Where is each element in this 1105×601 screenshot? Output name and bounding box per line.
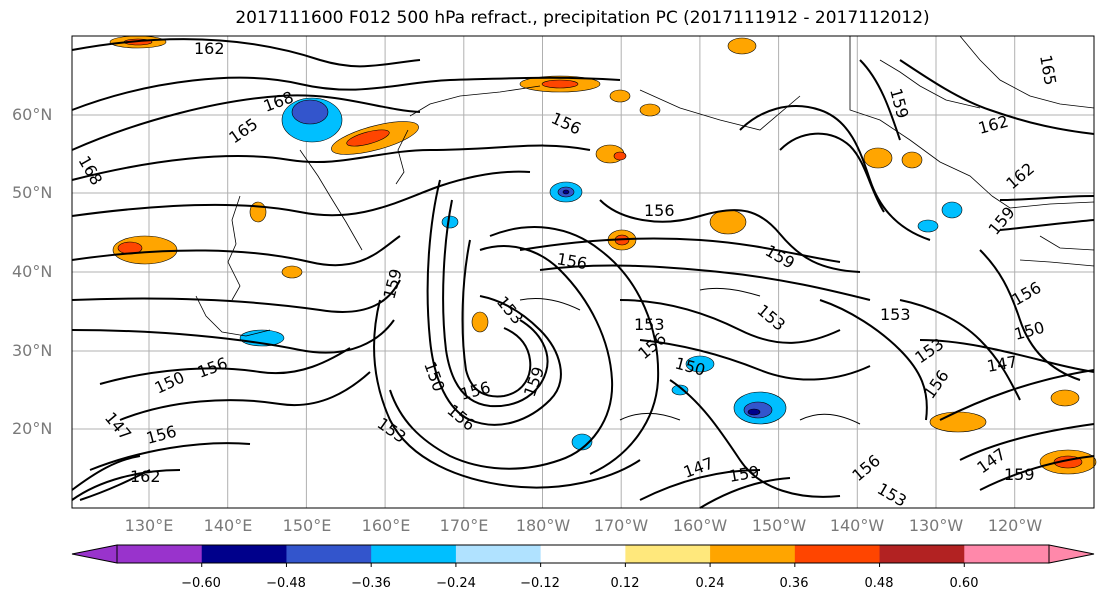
lon-label: 130°W (909, 516, 964, 535)
shade-patch (562, 189, 761, 416)
contour-label: 153 (634, 315, 665, 334)
colorbar-segment (455, 545, 542, 563)
colorbar-segment (117, 545, 203, 563)
colorbar-segment (371, 545, 457, 563)
detail-contours (519, 287, 861, 425)
lat-label: 20°N (12, 419, 52, 438)
lon-label: 170°W (594, 516, 649, 535)
lon-label: 150°W (752, 516, 807, 535)
colorbar-extend-right (1048, 544, 1095, 564)
lat-label: 30°N (12, 341, 52, 360)
contour-label: 156 (644, 201, 675, 220)
latitude-labels: 60°N 50°N 40°N 30°N 20°N (12, 105, 52, 438)
coastlines (195, 35, 1095, 337)
colorbar-segment (879, 545, 965, 563)
lon-label: 160°E (362, 516, 411, 535)
colorbar-ticks: −0.60 −0.48 −0.36 −0.24 −0.12 0.12 0.24 … (181, 576, 978, 591)
map-title: 2017111600 F012 500 hPa refract., precip… (235, 8, 930, 28)
colorbar-frame (116, 544, 1050, 564)
colorbar-tick-label: −0.12 (520, 576, 560, 591)
refractivity-contours (71, 38, 1095, 509)
colorbar-segment (201, 545, 287, 563)
colorbar-tick-label: 0.48 (865, 576, 894, 591)
lon-label: 140°E (204, 516, 253, 535)
colorbar-tick-label: 0.60 (950, 576, 979, 591)
contour-label: 159 (1004, 465, 1035, 484)
plot-frame (71, 35, 1095, 509)
contour-label: 162 (194, 39, 225, 58)
lon-label: 150°E (283, 516, 332, 535)
colorbar-tick-label: 0.36 (780, 576, 809, 591)
lon-label: 130°E (125, 516, 174, 535)
lat-label: 60°N (12, 105, 52, 124)
contour-label: 153 (880, 305, 911, 324)
colorbar-extend-left (71, 544, 118, 564)
lon-label: 170°E (440, 516, 489, 535)
lat-label: 50°N (12, 183, 52, 202)
colorbar-tick-label: 0.24 (696, 576, 725, 591)
graticule (72, 36, 1094, 508)
colorbar-segment (286, 545, 372, 563)
colorbar-segment (625, 545, 711, 563)
colorbar-tick-label: 0.12 (611, 576, 640, 591)
precipitation-shading (109, 35, 1097, 475)
colorbar-segments (71, 544, 1095, 567)
colorbar-segment (964, 545, 1050, 563)
colorbar-tick-label: −0.60 (181, 576, 221, 591)
colorbar-tick-label: −0.24 (436, 576, 476, 591)
lon-label: 140°W (830, 516, 885, 535)
colorbar-segment (710, 545, 796, 563)
colorbar-tick-label: −0.36 (351, 576, 391, 591)
colorbar-tick-label: −0.48 (266, 576, 306, 591)
colorbar: −0.60 −0.48 −0.36 −0.24 −0.12 0.12 0.24 … (71, 544, 1095, 591)
colorbar-segment (540, 545, 626, 563)
colorbar-segment (794, 545, 881, 563)
lon-label: 160°W (673, 516, 728, 535)
contour-label: 162 (130, 467, 161, 486)
longitude-labels: 130°E 140°E 150°E 160°E 170°E 180°W 170°… (125, 516, 1043, 535)
lon-label: 120°W (988, 516, 1043, 535)
lon-label: 180°W (516, 516, 571, 535)
lat-label: 40°N (12, 262, 52, 281)
